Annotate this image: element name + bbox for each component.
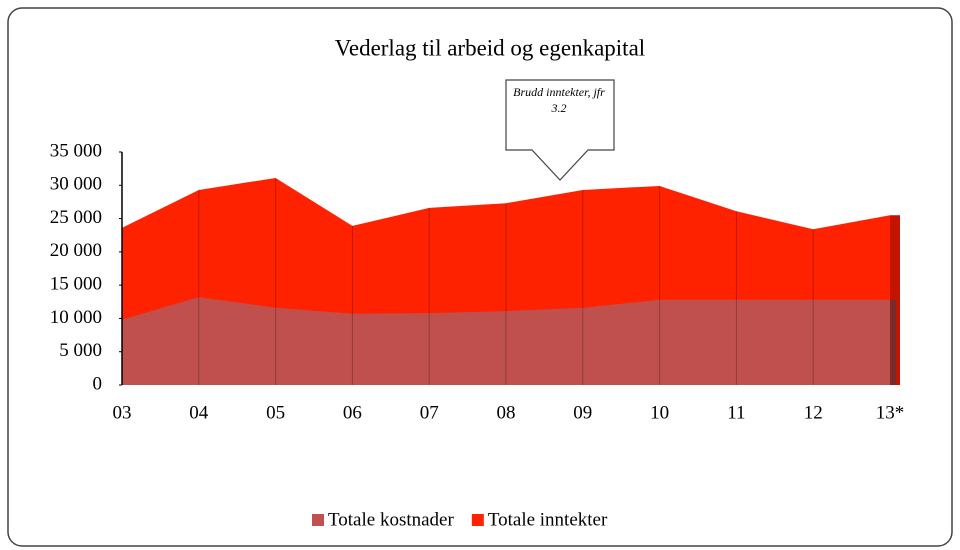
legend-label: Totale inntekter xyxy=(488,509,608,530)
chart-title: Vederlag til arbeid og egenkapital xyxy=(335,35,645,60)
x-tick-label: 09 xyxy=(573,402,592,423)
legend-swatch xyxy=(312,514,324,526)
y-tick-label: 20 000 xyxy=(50,240,102,261)
x-tick-label: 03 xyxy=(113,402,132,423)
x-tick-label: 04 xyxy=(189,402,209,423)
area-side xyxy=(890,299,896,385)
legend-label: Totale kostnader xyxy=(328,509,454,530)
callout-arrow xyxy=(505,79,615,181)
area xyxy=(122,297,890,385)
y-tick-label: 30 000 xyxy=(50,174,102,195)
x-tick-label: 08 xyxy=(497,402,516,423)
y-tick-label: 35 000 xyxy=(50,140,102,161)
x-tick-label: 11 xyxy=(727,402,745,423)
x-tick-label: 10 xyxy=(650,402,669,423)
y-tick-label: 10 000 xyxy=(50,307,102,328)
annotation: Brudd inntekter, jfr 3.2 xyxy=(513,85,605,115)
y-tick-label: 25 000 xyxy=(50,207,102,228)
y-tick-label: 5 000 xyxy=(59,340,102,361)
x-tick-label: 13* xyxy=(876,402,905,423)
x-tick-label: 07 xyxy=(420,402,439,423)
x-tick-label: 05 xyxy=(266,402,285,423)
y-tick-label: 0 xyxy=(93,373,103,394)
x-tick-label: 12 xyxy=(804,402,823,423)
legend-swatch xyxy=(471,514,484,526)
y-tick-label: 15 000 xyxy=(50,274,102,295)
x-tick-label: 06 xyxy=(343,402,362,423)
